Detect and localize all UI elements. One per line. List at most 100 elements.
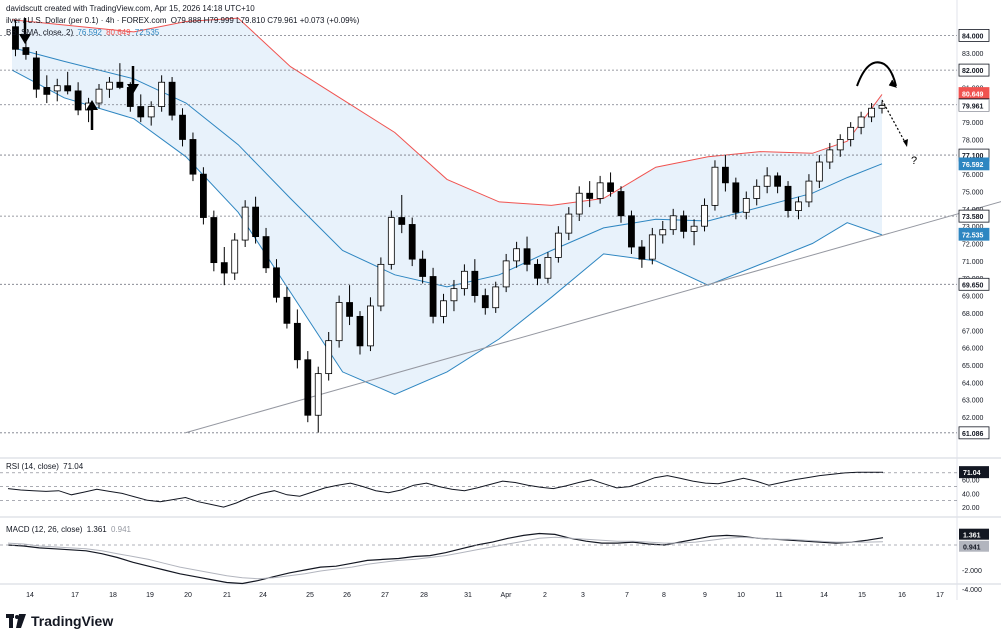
price-label-box [958, 209, 990, 223]
candle [398, 194, 406, 234]
symbol-title[interactable]: ilver / U.S. Dollar (per 0.1) · 4h · FOR… [6, 16, 167, 25]
time-tick-label: 27 [381, 592, 389, 599]
candle [481, 288, 489, 315]
candle [711, 160, 719, 211]
candle-body [815, 161, 823, 182]
time-tick-label: 18 [109, 592, 117, 599]
candle-body [648, 234, 656, 260]
candle-body [784, 185, 792, 211]
candle [460, 264, 468, 296]
candle [669, 208, 677, 235]
candle [732, 177, 740, 220]
candle-body [502, 260, 510, 288]
symbol-line: ilver / U.S. Dollar (per 0.1) · 4h · FOR… [6, 16, 361, 25]
candle-body [43, 87, 51, 95]
candle-body [638, 246, 646, 260]
price-tick-label: 69.000 [962, 294, 984, 301]
price-tick-label: 67.000 [962, 328, 984, 335]
tradingview-logo-text: TradingView [31, 613, 114, 629]
time-tick-label: Apr [501, 592, 513, 599]
candle [836, 134, 844, 157]
price-tick-label: 71.000 [962, 259, 984, 266]
tradingview-logo[interactable]: TradingView [6, 611, 113, 631]
candle-body [231, 239, 239, 274]
price-label: 61.086 [958, 426, 990, 440]
candle [377, 257, 385, 312]
price-tick-label: 64.000 [962, 380, 984, 387]
candle [95, 83, 103, 109]
time-tick-label: 2 [543, 592, 547, 599]
price-label: 84.000 [958, 29, 990, 42]
candle [596, 175, 604, 204]
time-tick-label: 11 [775, 592, 782, 599]
candle [659, 220, 667, 244]
bollinger-legend-label: BB, SMA, close, 2) [6, 28, 74, 37]
price-label: 80.649 [958, 87, 990, 100]
candle [283, 286, 291, 329]
ohlc-values: O79.888 H79.999 L79.810 C79.961 +0.073 (… [170, 16, 360, 25]
candle [722, 155, 729, 192]
candle [304, 351, 312, 423]
candle-body [596, 182, 604, 199]
macd-tick-label: -4.000 [962, 587, 982, 594]
price-label-box [958, 63, 990, 77]
candle-body [293, 322, 301, 361]
price-tick-label: 75.000 [962, 190, 984, 197]
candle [74, 82, 82, 116]
candle [586, 181, 594, 208]
candle [262, 227, 270, 274]
candle-body [680, 215, 688, 232]
question-mark: ? [911, 155, 917, 167]
annotations: ? [19, 18, 917, 167]
price-label-text: 77.100 [962, 153, 984, 160]
candle [815, 155, 823, 189]
candle-body [137, 106, 145, 118]
price-label-text: 69.650 [962, 282, 984, 289]
time-tick-label: 26 [343, 592, 351, 599]
candle-body [179, 114, 186, 140]
candle [628, 210, 635, 254]
candle [492, 281, 500, 313]
candle-body [387, 217, 395, 265]
candle [408, 217, 416, 267]
macd-value-badge: 1.361 [959, 528, 989, 540]
time-tick-label: 15 [858, 592, 866, 599]
macd-legend[interactable]: MACD (12, 26, close) 1.361 0.941 [6, 525, 133, 534]
candle-body [868, 107, 875, 118]
time-tick-label: 17 [71, 592, 79, 599]
arrow-down-icon [127, 66, 139, 94]
attribution-text: davidscutt created with TradingView.com,… [6, 4, 255, 13]
price-label-text: 79.961 [962, 103, 984, 110]
candle-body [419, 258, 427, 277]
candle-body [805, 180, 813, 203]
candle [179, 108, 186, 147]
candle-body [481, 295, 489, 309]
candle-body [346, 302, 353, 317]
time-tick-label: 14 [26, 592, 34, 599]
time-tick-label: 28 [420, 592, 428, 599]
rsi-legend[interactable]: RSI (14, close) 71.04 [6, 462, 85, 471]
bollinger-legend[interactable]: BB, SMA, close, 2) 76.592 80.649 72.535 [6, 28, 161, 37]
price-tick-label: 72.000 [962, 242, 984, 249]
candle [805, 174, 813, 208]
candle [168, 77, 176, 121]
trendline [185, 201, 1001, 434]
price-tick-label: 76.000 [962, 172, 984, 179]
candle-body [189, 139, 197, 175]
macd-value-box [959, 528, 989, 540]
rsi-tick-label: 40.00 [962, 491, 980, 498]
candle [147, 101, 155, 126]
candle [116, 63, 124, 90]
candle-body [335, 302, 343, 342]
macd-signal-line [7, 536, 884, 580]
candle-body [262, 236, 270, 269]
candle [648, 227, 656, 265]
candle [534, 259, 541, 286]
price-label-text: 76.592 [962, 162, 984, 169]
price-label-text: 61.086 [962, 431, 984, 438]
tradingview-logo-icon [6, 614, 26, 628]
bollinger-basis-value: 76.592 [77, 28, 102, 37]
macd-tick-label: -2.000 [962, 568, 982, 575]
candle [137, 94, 145, 123]
candle [774, 172, 781, 194]
